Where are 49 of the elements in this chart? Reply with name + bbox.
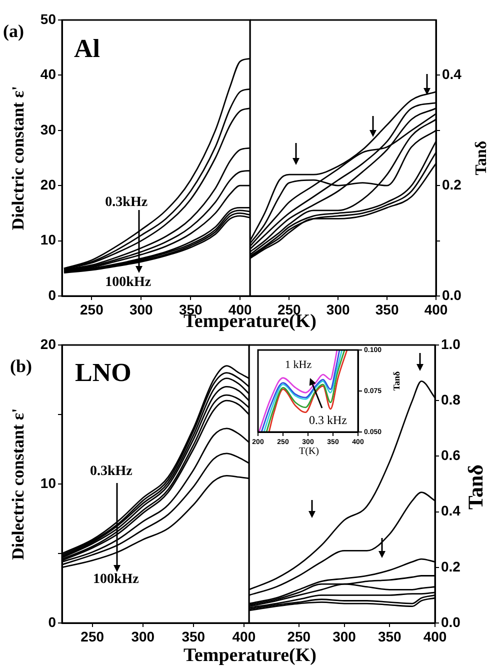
x-axis-title: T(K) [299,446,319,457]
x-tick-label: 350 [182,628,206,644]
annotation: 0.3kHz [105,194,148,210]
text: (a) [3,21,24,41]
y-axis-title: Tanδ [392,371,402,391]
annotation: 0.3kHz [90,464,132,479]
x-tick-label: 400 [232,628,256,644]
text: (b) [10,356,32,376]
y-tick-label: 40 [40,66,56,82]
y-axis-title: Dielectric constant ε' [8,408,28,560]
x-tick-label: 300 [131,628,155,644]
y-tick-label: 0.2 [441,558,461,574]
x-tick-label: 300 [332,628,356,644]
y-tick-label: 0.6 [441,447,461,464]
y-tick-label: 0.8 [441,391,461,408]
y-axis-title: Tanδ [464,464,488,510]
annotation: 0.3 kHz [309,413,347,427]
x-axis-title: Temperature(K) [184,645,316,666]
y-tick-label: 0.4 [442,66,462,82]
y-tick-label: 0.4 [441,502,461,519]
y-tick-label: 1.0 [441,336,461,352]
annotation: LNO [75,358,132,387]
y-tick-label: 50 [40,10,56,27]
y-tick-label: 20 [40,336,56,352]
y-axis-title: Dielctric constant ε' [8,86,28,230]
y-tick-label: 10 [40,474,56,491]
x-tick-label: 400 [424,301,448,318]
y-tick-label: 0 [48,614,56,630]
y-tick-label: 0.2 [442,176,462,192]
annotation: Al [74,34,100,63]
x-tick-label: 250 [80,301,104,318]
x-tick-label: 250 [80,628,104,644]
y-tick-label: 0.0 [441,614,461,630]
y-axis-title: Tanδ [473,140,488,176]
x-tick-label: 300 [326,301,350,318]
y-tick-label: 0.0 [442,286,462,303]
y-tick-label: 30 [40,121,56,138]
y-tick-label: 10 [40,232,56,248]
annotation: 100kHz [93,572,139,587]
annotation: 100kHz [105,274,152,290]
y-tick-label: 20 [40,176,56,192]
annotation: 1 kHz [285,359,312,371]
x-tick-label: 350 [375,301,399,318]
x-tick-label: 400 [423,628,447,644]
x-tick-label: 300 [129,301,154,318]
x-tick-label: 250 [287,628,311,644]
x-tick-label: 350 [378,628,402,644]
x-tick-label: 400 [228,301,252,318]
y-tick-label: 0 [48,286,56,303]
